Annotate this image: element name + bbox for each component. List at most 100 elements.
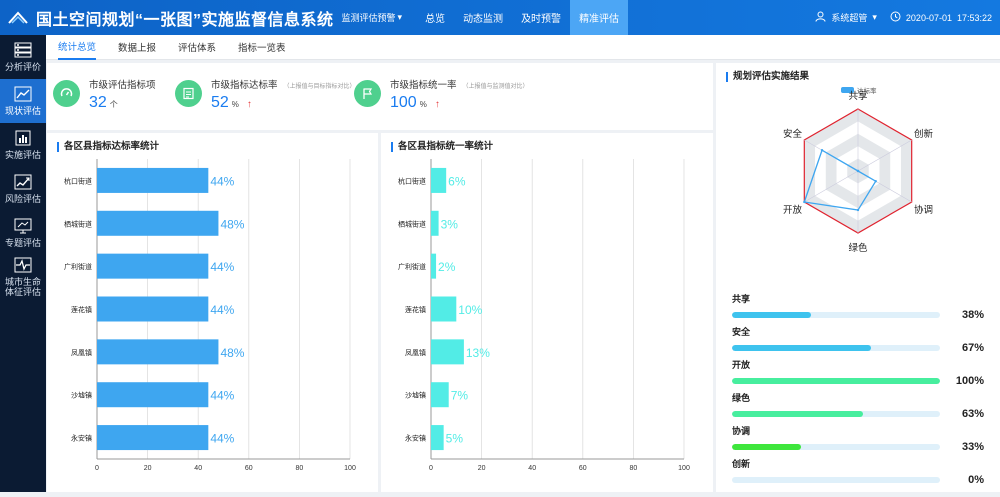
progress-track [732,444,940,450]
tab-bar: 统计总览 数据上报 评估体系 指标一览表 [46,35,1000,60]
progress-label: 协调 [732,426,751,436]
tab-item[interactable]: 数据上报 [118,43,157,54]
bar[interactable] [97,425,209,451]
nav-item[interactable]: 及时预警 [521,14,562,25]
radar-point[interactable] [874,180,877,183]
chevron-down-icon: ▾ [397,12,403,22]
radar-point[interactable] [856,208,860,212]
sidebar-item[interactable]: 现状评估 [0,79,46,123]
category-label: 凤凰镇 [405,348,426,357]
evaluation-result-panel: 规划评估实施结果 达标率 共享 创新 协调 绿色 开放 安全 共享 38% 安全 67% 开放 10… [716,63,1000,492]
arrow-up-icon: ↑ [246,99,252,110]
sidebar-item[interactable]: 实施评估 [0,123,46,167]
progress-row: 协调 33% [732,424,992,453]
progress-track [732,477,940,483]
category-label: 沙墟镇 [405,391,426,400]
progress-value: 67% [961,342,984,354]
progress-line: 67% [732,342,992,354]
category-label: 广利街道 [64,262,92,271]
kpi-value-row: 32 个 [89,94,156,112]
category-label: 莲花镇 [405,305,426,314]
tab-item[interactable]: 统计总览 [58,35,97,60]
bar[interactable] [431,210,439,236]
nav-item[interactable]: 总览 [425,14,446,25]
category-label: 栖城街道 [398,219,426,228]
chart-title: 各区县指标统一率统计 [391,142,493,152]
radar-point[interactable] [856,169,860,173]
kpi-value-row: 52% ↑ [211,94,356,112]
progress-line: 33% [732,441,992,453]
bar-value-label: 6% [448,174,466,188]
progress-label: 共享 [732,294,751,304]
tab-item[interactable]: 指标一览表 [238,43,286,54]
bar[interactable] [97,253,209,279]
sidebar-item[interactable]: 专题评估 [0,211,46,255]
chevron-down-icon[interactable]: ▾ [872,12,877,22]
bar[interactable] [431,296,457,322]
legend-swatch [841,87,854,93]
bar[interactable] [97,210,219,236]
bar[interactable] [431,339,464,365]
kpi-text: 市级指标达标率 （上报值与目标指标对比） 52% ↑ [211,77,356,112]
progress-line: 100% [732,375,992,387]
bar[interactable] [431,382,449,408]
kpi-value: 32 [89,94,107,111]
progress-label: 开放 [732,360,751,370]
radar-axis-label: 开放 [782,204,802,216]
category-label: 杭口街道 [64,176,92,185]
kpi-card: 市级评估指标项 32 个 [53,77,156,112]
x-tick-label: 100 [344,465,356,472]
x-tick-label: 80 [296,465,304,472]
progress-row: 共享 38% [732,292,992,321]
progress-label: 创新 [732,459,751,469]
bar[interactable] [97,382,209,408]
kpi-text: 市级评估指标项 32 个 [89,77,156,112]
progress-fill [732,444,801,450]
progress-row: 安全 67% [732,325,992,354]
radar-point[interactable] [820,149,824,152]
sidebar-item[interactable]: 分析评价 [0,35,46,79]
progress-track [732,345,940,351]
sidebar-item[interactable]: 风险评估 [0,167,46,211]
tab-item[interactable]: 评估体系 [178,43,217,54]
x-tick-label: 0 [95,465,99,472]
progress-row: 开放 100% [732,358,992,387]
kpi-unit: % [419,100,427,109]
flag-icon [354,80,381,107]
bar[interactable] [97,339,219,365]
bar-value-label: 13% [466,346,490,360]
bar[interactable] [431,425,444,451]
x-tick-label: 20 [478,465,486,472]
consistency-rate-chart-panel: 各区县指标统一率统计 0 20 40 60 80 100 杭口街道 6% 栖城街道 3% 广利街道 2… [381,133,713,492]
x-tick-label: 20 [144,465,152,472]
bar[interactable] [431,167,447,193]
user-menu[interactable]: 系统超管 [831,13,868,23]
radar-spoke [857,139,912,172]
kpi-unit: % [231,100,239,109]
module-dropdown[interactable]: 监测评估预警 ▾ [342,11,403,24]
kpi-label: 市级指标统一率 [390,80,457,91]
radar-point[interactable] [803,200,806,204]
checklist-icon [175,80,202,107]
nav-item[interactable]: 动态监测 [463,14,504,25]
progress-line: 63% [732,408,992,420]
server-icon [14,42,32,60]
progress-row: 创新 0% [732,457,992,486]
sidebar-item-label: 现状评估 [4,106,41,116]
sidebar-item[interactable]: 城市生命体征评估 [0,255,46,299]
bar[interactable] [97,167,209,193]
bar[interactable] [431,253,437,279]
radar-series-line[interactable] [803,149,877,211]
trend-chart-icon [14,174,32,192]
user-icon [815,11,826,24]
radar-legend[interactable]: 达标率 [841,85,877,95]
bar[interactable] [97,296,209,322]
heartbeat-icon [14,257,32,275]
progress-value: 100% [955,375,984,387]
kpi-unit: 个 [109,100,118,109]
radar-spoke [804,170,859,203]
bar-value-label: 44% [210,174,234,188]
progress-fill [732,312,812,318]
nav-item[interactable]: 精准评估 [570,0,629,35]
category-label: 栖城街道 [64,219,92,228]
